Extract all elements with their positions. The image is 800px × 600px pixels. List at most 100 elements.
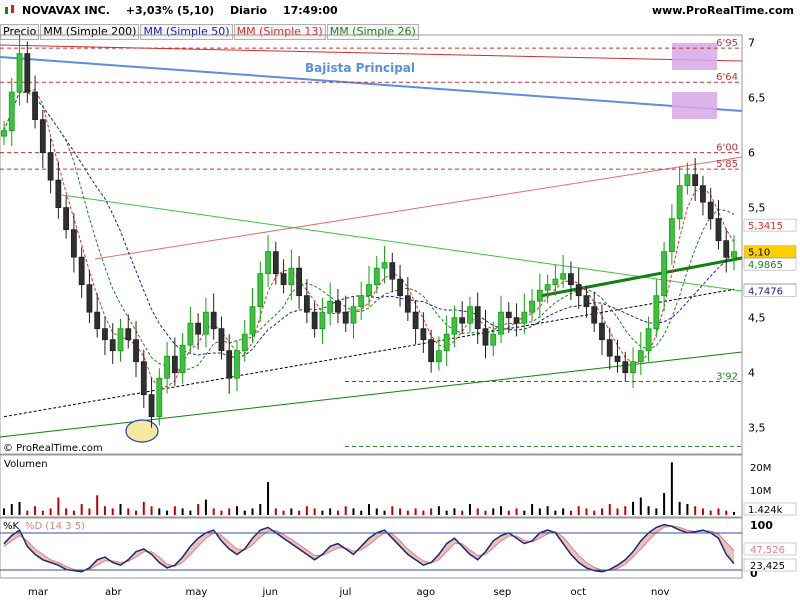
candle-body-71 (552, 278, 559, 286)
candle-body-45 (350, 306, 357, 324)
quote-time: 17:49:00 (282, 4, 338, 17)
candle-body-72 (560, 273, 567, 280)
candle-body-66 (513, 317, 520, 324)
candle-body-39 (303, 295, 310, 313)
volume-bar-69 (538, 508, 541, 515)
stochastic-panel (0, 517, 743, 579)
candle-body-38 (296, 267, 303, 297)
volume-bar-89 (694, 506, 697, 515)
volume-bar-62 (484, 510, 487, 515)
ma26-indicator-tag[interactable]: MM (Simple 26) (326, 24, 419, 40)
volume-bar-61 (476, 508, 479, 515)
level-label-2: 6'00 (716, 143, 738, 154)
candle-body-19 (148, 394, 155, 418)
candle-body-94 (731, 251, 737, 258)
indicator-bar: Precio MM (Simple 200) MM (Simple 50) MM (S… (0, 20, 420, 40)
candle-body-34 (265, 251, 271, 275)
candle-body-2 (16, 53, 23, 93)
candle-body-31 (241, 333, 248, 352)
candle-body-51 (397, 278, 403, 297)
candle-body-46 (358, 295, 365, 308)
candle-body-67 (521, 311, 528, 324)
candle-body-3 (24, 53, 31, 93)
candle-body-87 (676, 185, 683, 220)
volume-bar-63 (492, 508, 495, 515)
value-tag-4: 4,7476 (748, 286, 783, 297)
stoch-k-line (3, 523, 735, 573)
candle-body-76 (591, 306, 598, 324)
value-tag-bg-2 (743, 257, 797, 271)
candle-body-13 (102, 328, 108, 341)
target-box-upper (672, 43, 717, 70)
volume-bar-55 (430, 508, 433, 515)
volume-bar-4 (34, 506, 37, 515)
candle-body-35 (272, 251, 279, 275)
volume-bar-54 (422, 510, 425, 515)
green-support-line (0, 351, 743, 438)
volume-bar-12 (96, 495, 99, 515)
stoch-label-d: %D (14 3 5) (25, 521, 85, 532)
ma50-indicator-tag[interactable]: MM (Simple 50) (140, 24, 233, 40)
level-label-4: 3'92 (716, 371, 738, 382)
volume-bar-40 (313, 508, 316, 515)
month-label-0: mar (28, 587, 49, 598)
volume-last-tag-bg (743, 502, 797, 516)
volume-bar-23 (181, 508, 184, 515)
candle-body-11 (86, 284, 93, 313)
candle-body-5 (39, 119, 46, 154)
candle-body-17 (133, 339, 139, 363)
red-channel-trendline (94, 156, 743, 260)
volume-bar-16 (127, 508, 130, 515)
value-tag-2: 4,9865 (748, 260, 783, 271)
value-tag-bg-0 (743, 218, 797, 232)
volume-bar-56 (437, 506, 440, 515)
value-tag-3: 4,7575 (748, 285, 783, 296)
chart-header: NOVAVAX INC. +3,03% (5,10) Diario 17:49:… (0, 0, 800, 20)
volume-bar-64 (500, 506, 503, 515)
candle-body-53 (412, 311, 419, 330)
volume-bar-24 (189, 510, 192, 515)
breakout-line (539, 256, 743, 298)
volume-bar-6 (49, 508, 52, 515)
candle-body-84 (653, 295, 660, 330)
stoch-label-k: %K (3, 521, 20, 532)
candle-body-62 (482, 328, 489, 346)
volume-tick-20m: 20M (750, 463, 771, 474)
volume-bar-70 (546, 506, 549, 515)
price-indicator-tag[interactable]: Precio (0, 24, 40, 40)
volume-bar-84 (655, 508, 658, 515)
volume-bar-35 (274, 508, 277, 515)
candle-body-27 (210, 311, 217, 330)
candle-body-10 (78, 256, 85, 286)
volume-bar-41 (321, 510, 324, 515)
volume-bar-33 (259, 504, 262, 515)
volume-bar-32 (251, 508, 254, 515)
volume-bar-90 (701, 508, 704, 515)
candle-body-81 (630, 361, 636, 374)
candle-body-28 (218, 328, 225, 352)
candle-body-56 (435, 350, 442, 363)
ma200-indicator-tag[interactable]: MM (Simple 200) (40, 24, 140, 40)
site-label: www.ProRealTime.com (651, 4, 794, 17)
ma26-line (3, 91, 735, 372)
volume-bar-49 (383, 510, 386, 515)
volume-bar-13 (103, 506, 106, 515)
volume-panel (0, 454, 743, 518)
level-label-0: 6'95 (716, 38, 738, 49)
price-tick-4: 5 (748, 257, 755, 270)
volume-bar-46 (360, 510, 363, 515)
candle-body-48 (373, 267, 380, 286)
value-tag-bg-3 (743, 283, 797, 296)
candle-body-30 (234, 350, 240, 379)
volume-label: Volumen (4, 459, 48, 470)
volume-bar-28 (220, 510, 223, 515)
stoch-d-line (3, 525, 735, 572)
volume-bar-93 (725, 510, 728, 515)
volume-bar-79 (616, 508, 619, 515)
candle-body-64 (498, 311, 504, 335)
chart-type-icon[interactable] (4, 4, 16, 16)
month-label-7: oct (571, 587, 587, 598)
candle-body-88 (684, 174, 691, 187)
ma13-indicator-tag[interactable]: MM (Simple 13) (233, 24, 326, 40)
